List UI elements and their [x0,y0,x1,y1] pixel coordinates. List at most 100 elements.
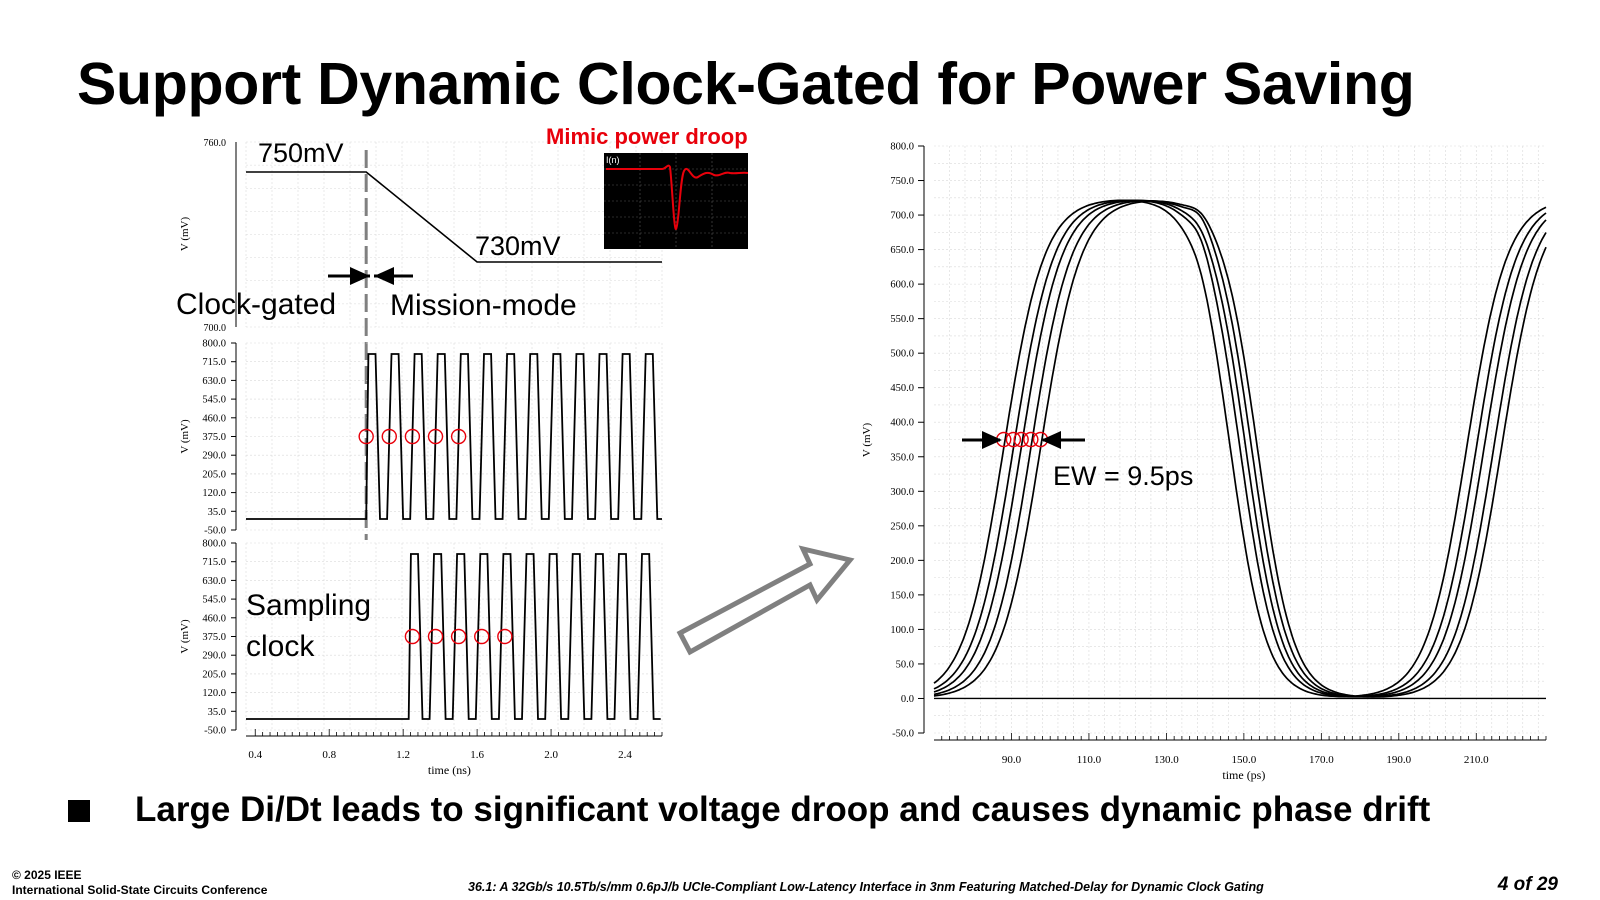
tick-label: 290.0 [202,651,226,662]
tick-label: 150.0 [890,590,914,601]
label-mimic-droop: Mimic power droop [546,124,748,149]
label-clock-gated: Clock-gated [176,288,336,321]
eye-trace [933,199,1547,698]
left-waveform-chart: 760.0 700.0 V (mV) 800.0 715.0 630.0 545.0 460.… [179,138,663,777]
tick-label: 400.0 [890,418,914,429]
crossing-marker [404,428,421,445]
gate-arrows-icon [328,267,413,285]
crossing-marker [381,428,397,445]
footer-copyright-line1: © 2025 IEEE [12,868,82,882]
label-clock: clock [246,630,315,663]
tick-label: 600.0 [890,280,914,291]
tick-label: 130.0 [1154,754,1179,766]
tick-label: 205.0 [202,669,226,680]
crossing-marker [1023,431,1039,448]
crossing-marker [427,428,444,445]
label-750mv: 750mV [258,138,344,168]
power-droop-inset: I(n) [604,153,749,249]
axis-label: time (ps) [1222,768,1265,782]
slide-title: Support Dynamic Clock-Gated for Power Sa… [77,51,1415,117]
tick-label: 650.0 [890,245,914,256]
footer-copyright-line2: International Solid-State Circuits Confe… [12,883,268,897]
footer-paper-title: 36.1: A 32Gb/s 10.5Tb/s/mm 0.6pJ/b UCIe-… [468,880,1264,894]
tick-label: 110.0 [1077,754,1102,766]
eye-trace [933,199,1547,698]
label-mission-mode: Mission-mode [390,289,577,322]
tick-label: -50.0 [204,526,226,537]
tick-label: 2.4 [618,749,632,761]
crossing-marker [450,428,467,445]
tick-label: 200.0 [890,556,914,567]
tick-label: 450.0 [890,383,914,394]
label-sampling: Sampling [246,589,371,622]
tick-label: 0.4 [248,749,262,761]
crossing-marker [404,628,421,645]
inset-label: I(n) [606,155,620,165]
label-730mv: 730mV [475,231,561,261]
axis-label: V (mV) [179,217,191,252]
eye-trace [933,199,1547,698]
tick-label: 300.0 [890,487,914,498]
tick-label: 350.0 [890,452,914,463]
tick-label: 2.0 [544,749,558,761]
tick-label: 1.2 [396,749,410,761]
axis-label: time (ns) [428,763,471,777]
transition-arrow-icon [676,545,855,656]
tick-label: -50.0 [204,726,226,737]
clock-trace [246,353,662,520]
eye-trace [933,199,1547,698]
tick-label: 700.0 [204,323,227,334]
tick-label: 545.0 [202,395,226,406]
axis-label: V (mV) [179,419,191,454]
tick-label: 375.0 [202,632,226,643]
axis-label: V (mV) [179,619,191,654]
crossing-marker [474,628,490,645]
tick-label: 250.0 [890,521,914,532]
crossing-marker [450,628,467,645]
tick-label: 210.0 [1464,754,1489,766]
tick-label: 90.0 [1002,754,1022,766]
tick-label: 800.0 [890,142,914,153]
tick-label: 100.0 [890,625,914,636]
tick-label: 1.6 [470,749,484,761]
tick-label: 750.0 [890,176,914,187]
label-eye-width: EW = 9.5ps [1053,461,1193,491]
tick-label: 545.0 [202,595,226,606]
tick-label: 0.0 [901,694,914,705]
eye-width-arrows-icon [962,431,1085,449]
tick-label: 630.0 [202,576,226,587]
tick-label: 120.0 [202,488,226,499]
tick-label: 760.0 [204,138,227,149]
tick-label: 460.0 [202,613,226,624]
tick-label: 290.0 [202,451,226,462]
tick-label: 500.0 [890,349,914,360]
tick-label: 700.0 [890,211,914,222]
tick-label: 50.0 [896,659,914,670]
tick-label: 120.0 [202,688,226,699]
tick-label: 800.0 [202,539,226,550]
tick-label: 0.8 [322,749,336,761]
eye-trace [933,200,1547,698]
tick-label: 550.0 [890,314,914,325]
crossing-marker [358,428,374,445]
crossing-marker [1013,431,1029,448]
tick-label: 150.0 [1231,754,1256,766]
supply-trace [246,171,662,263]
tick-label: 205.0 [202,469,226,480]
tick-label: 715.0 [202,357,226,368]
tick-label: -50.0 [892,729,914,740]
right-eye-chart: 800.0 750.0 700.0 650.0 600.0 550.0 500.0 450.0… [861,142,1547,782]
tick-label: 170.0 [1309,754,1334,766]
bullet-square-icon [68,800,90,822]
bullet-text: Large Di/Dt leads to significant voltage… [135,790,1431,829]
crossing-marker [497,628,513,645]
tick-label: 800.0 [202,339,226,350]
tick-label: 35.0 [208,707,226,718]
axis-label: V (mV) [861,423,873,458]
tick-label: 715.0 [202,557,226,568]
footer-copyright: © 2025 IEEE International Solid-State Ci… [12,868,267,898]
crossing-marker [427,628,444,645]
tick-label: 35.0 [208,507,226,518]
tick-label: 190.0 [1386,754,1411,766]
